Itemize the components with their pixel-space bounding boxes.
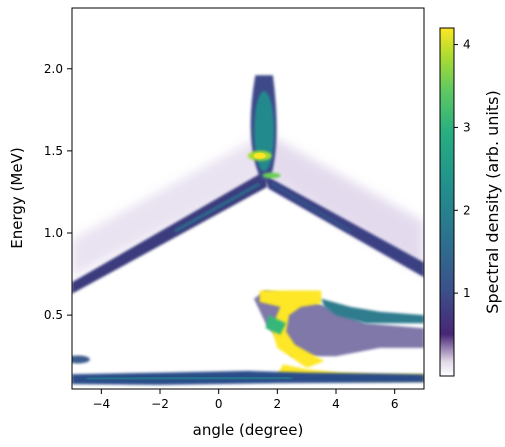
y-axis: 0.5 1.0 1.5 2.0 <box>44 62 72 322</box>
left-arm-core <box>173 182 261 233</box>
x-tick-label: −4 <box>92 397 110 411</box>
left-edge-spot <box>72 355 90 364</box>
colorbar-tick-label: 1 <box>463 286 471 300</box>
haze-left <box>72 134 263 278</box>
x-axis-label: angle (degree) <box>193 421 304 439</box>
plot-area <box>71 7 425 390</box>
x-axis: −4 −2 0 2 4 6 <box>92 389 398 411</box>
central-blob-core <box>253 152 266 159</box>
colorbar: 1 2 3 4 Spectral density (arb. units) <box>439 27 502 377</box>
left-x-arm <box>72 170 268 294</box>
teal-upper-branch <box>321 298 424 324</box>
colorbar-label: Spectral density (arb. units) <box>483 90 502 313</box>
right-arm-core <box>270 182 352 233</box>
colorbar-tick-label: 4 <box>463 38 471 52</box>
green-branch <box>265 315 287 335</box>
heatmap-image <box>72 75 424 385</box>
haze-right <box>268 134 424 274</box>
bottom-band-core <box>86 376 293 381</box>
y-tick-label: 1.0 <box>44 226 63 240</box>
colorbar-ticks: 1 2 3 4 <box>454 38 471 300</box>
colorbar-gradient <box>439 27 455 377</box>
y-tick-label: 1.5 <box>44 144 63 158</box>
x-tick-label: 4 <box>332 397 340 411</box>
x-tick-label: 0 <box>215 397 223 411</box>
colorbar-tick-label: 3 <box>463 120 471 134</box>
colorbar-tick-label: 2 <box>463 203 471 217</box>
x-tick-label: −2 <box>151 397 169 411</box>
y-tick-label: 2.0 <box>44 62 63 76</box>
x-tick-label: 2 <box>274 397 282 411</box>
y-tick-label: 0.5 <box>44 308 63 322</box>
x-tick-label: 6 <box>391 397 399 411</box>
junction-spot <box>262 172 281 179</box>
y-axis-label: Energy (MeV) <box>8 147 26 248</box>
plot-frame <box>71 7 425 390</box>
